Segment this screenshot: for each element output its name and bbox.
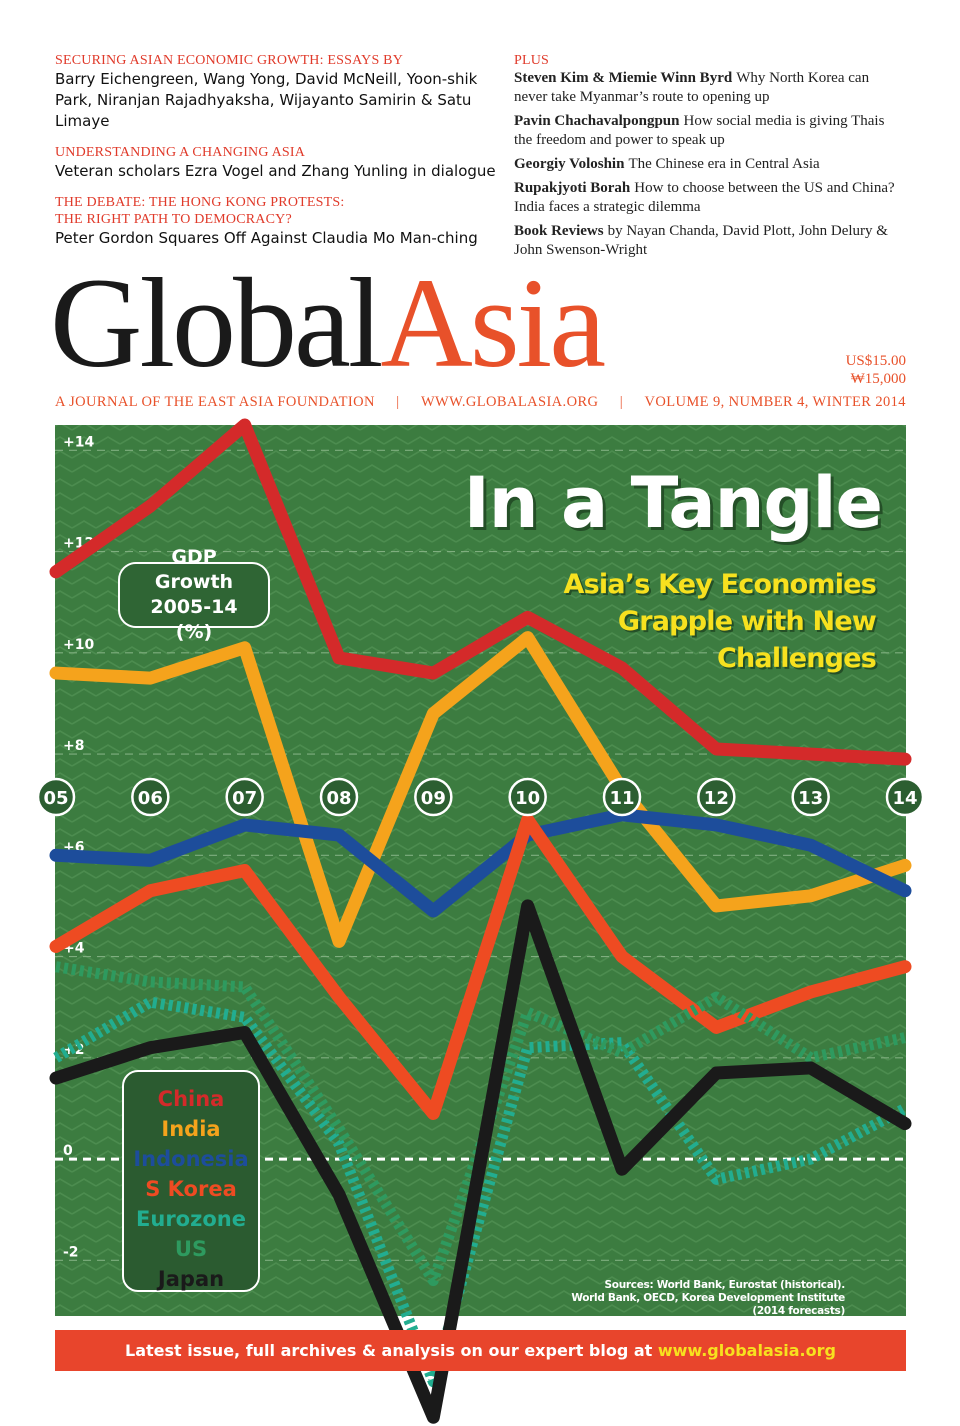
series-line — [53, 996, 908, 1388]
tagline-item: WWW.GLOBALASIA.ORG — [420, 394, 599, 410]
series-line — [49, 899, 912, 1424]
x-tick-label: 13 — [798, 788, 823, 809]
plus-item-text: How to choose between the US and China? … — [514, 180, 895, 215]
chart-title-text: GDP Growth 2005-14 (%) — [150, 546, 238, 643]
x-tick-label: 10 — [515, 788, 540, 809]
legend-entry: Eurozone — [136, 1207, 246, 1231]
y-tick-label: 0 — [63, 1143, 73, 1159]
section-heading: UNDERSTANDING A CHANGING ASIA — [55, 145, 306, 160]
price: US$15.00 ₩15,000 — [846, 352, 906, 388]
banner-text: Latest issue, full archives & analysis o… — [125, 1341, 653, 1360]
x-category-marker — [225, 777, 264, 817]
plus-item: Pavin Chachavalpongpun How social media i… — [514, 112, 904, 150]
price-krw: ₩15,000 — [850, 371, 906, 387]
series-line — [49, 418, 912, 766]
section-text: Peter Gordon Squares Off Against Claudia… — [55, 229, 478, 247]
x-tick-label: 07 — [232, 788, 257, 809]
plus-item-name: Georgiy Voloshin — [514, 156, 625, 172]
masthead-global: Global — [50, 252, 383, 394]
plus-item-name: Book Reviews — [514, 223, 604, 239]
section-heading: THE DEBATE: THE HONG KONG PROTESTS: THE … — [55, 195, 345, 227]
legend: China India Indonesia S Korea Eurozone US Japa… — [122, 1070, 260, 1292]
x-category-marker — [36, 777, 76, 817]
x-tick-label: 09 — [421, 788, 446, 809]
x-tick-label: 06 — [138, 788, 163, 809]
plus-item-text: The Chinese era in Central Asia — [628, 156, 820, 172]
plus-item-text: How social media is giving Thais the fre… — [514, 113, 885, 148]
right-column: PLUS Steven Kim & Miemie Winn Byrd Why No… — [514, 52, 904, 265]
series-line — [49, 808, 912, 918]
y-tick-label: -2 — [63, 1244, 79, 1260]
plus-item-text: Why North Korea can never take Myanmar’s… — [514, 70, 870, 105]
plus-item: Georgiy Voloshin The Chinese era in Centr… — [514, 155, 904, 174]
section-text: Barry Eichengreen, Wang Yong, David McNe… — [55, 70, 478, 130]
plus-item: Rupakjyoti Borah How to choose between th… — [514, 179, 904, 217]
tagline-item: VOLUME 9, NUMBER 4, WINTER 2014 — [644, 394, 906, 410]
legend-entry: India — [161, 1117, 221, 1141]
x-tick-label: 08 — [326, 788, 351, 809]
x-category-marker — [508, 777, 547, 817]
x-category-marker — [414, 777, 453, 817]
legend-entry: US — [174, 1237, 208, 1261]
chart-title: GDP Growth 2005-14 (%) — [118, 546, 270, 643]
left-column: SECURING ASIAN ECONOMIC GROWTH: ESSAYS B… — [55, 52, 505, 261]
price-usd: US$15.00 — [845, 353, 906, 369]
subheadline: Asia’s Key Economies Grapple with New Ch… — [563, 569, 877, 674]
plus-item: Steven Kim & Miemie Winn Byrd Why North K… — [514, 69, 904, 107]
section-text: Veteran scholars Ezra Vogel and Zhang Yu… — [55, 162, 496, 180]
plus-item-text: by Nayan Chanda, David Plott, John Delur… — [514, 223, 888, 258]
plus-list: Steven Kim & Miemie Winn Byrd Why North K… — [514, 69, 904, 260]
masthead: GlobalAsia — [50, 248, 606, 398]
x-category-marker — [602, 777, 642, 817]
x-tick-label: 12 — [704, 788, 729, 809]
x-tick-label: 05 — [43, 788, 68, 809]
x-category-marker — [131, 777, 170, 817]
plus-item-name: Steven Kim & Miemie Winn Byrd — [514, 70, 733, 86]
legend-entry: Indonesia — [133, 1147, 249, 1171]
tagline: A JOURNAL OF THE EAST ASIA FOUNDATION | WW… — [55, 394, 906, 411]
legend-entry: Japan — [157, 1267, 225, 1291]
x-category-marker — [697, 777, 736, 817]
section-heading: SECURING ASIAN ECONOMIC GROWTH: ESSAYS B… — [55, 53, 404, 68]
series-line — [49, 631, 912, 948]
sources: Sources: World Bank, Eurostat (historica… — [571, 1279, 845, 1317]
separator: | — [396, 394, 400, 410]
x-category-marker — [791, 777, 830, 817]
masthead-asia: Asia — [380, 252, 606, 394]
plus-item-name: Pavin Chachavalpongpun — [514, 113, 680, 129]
x-tick-label: 14 — [892, 788, 917, 809]
plus-item-name: Rupakjyoti Borah — [514, 180, 631, 196]
banner-url[interactable]: www.globalasia.org — [657, 1341, 836, 1360]
tagline-item: A JOURNAL OF THE EAST ASIA FOUNDATION — [55, 394, 375, 410]
y-tick-label: +8 — [63, 738, 84, 754]
y-tick-label: +10 — [63, 637, 94, 653]
series-line — [49, 813, 912, 1120]
headline: In a Tangle — [463, 462, 883, 544]
separator: | — [619, 394, 624, 410]
legend-entry: S Korea — [145, 1177, 237, 1201]
x-tick-label: 11 — [609, 788, 634, 809]
banner: Latest issue, full archives & analysis o… — [55, 1330, 906, 1371]
y-tick-label: +14 — [63, 434, 94, 450]
plus-heading: PLUS — [514, 53, 550, 68]
legend-entry: China — [157, 1087, 225, 1111]
plus-item: Book Reviews by Nayan Chanda, David Plott… — [514, 222, 904, 260]
x-category-marker — [885, 777, 925, 817]
x-category-marker — [319, 777, 359, 817]
